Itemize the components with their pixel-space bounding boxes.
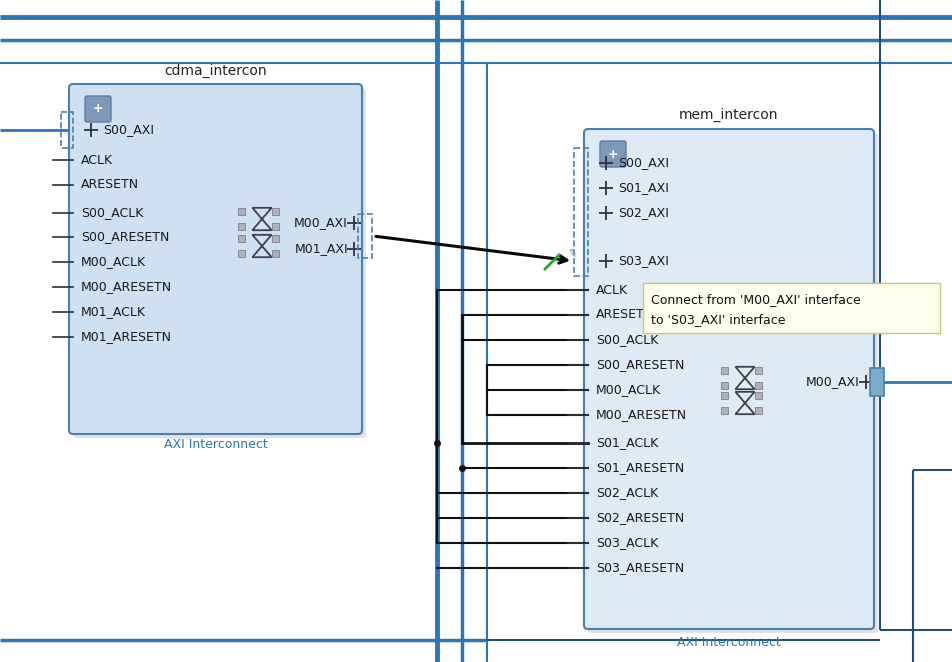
Bar xyxy=(271,235,279,242)
Text: M00_ARESETN: M00_ARESETN xyxy=(595,408,686,422)
Text: S00_ARESETN: S00_ARESETN xyxy=(595,359,684,371)
Text: M01_ARESETN: M01_ARESETN xyxy=(81,330,171,344)
Text: ACLK: ACLK xyxy=(595,283,627,297)
Text: S00_AXI: S00_AXI xyxy=(617,156,668,169)
Bar xyxy=(573,148,587,276)
Text: to 'S03_AXI' interface: to 'S03_AXI' interface xyxy=(650,313,784,326)
Bar xyxy=(271,250,279,258)
Text: S02_AXI: S02_AXI xyxy=(617,207,668,220)
Text: S03_ARESETN: S03_ARESETN xyxy=(595,561,684,575)
Bar xyxy=(754,367,761,373)
FancyBboxPatch shape xyxy=(600,141,625,167)
Text: mem_intercon: mem_intercon xyxy=(679,108,778,122)
Text: ARESETN: ARESETN xyxy=(595,308,653,322)
Bar xyxy=(238,224,245,230)
Text: cdma_intercon: cdma_intercon xyxy=(164,64,267,78)
Bar xyxy=(238,235,245,242)
Bar xyxy=(754,383,761,389)
Bar xyxy=(61,112,73,148)
Bar xyxy=(721,383,727,389)
Bar xyxy=(271,208,279,214)
Text: S00_AXI: S00_AXI xyxy=(103,124,154,136)
Text: AXI Interconnect: AXI Interconnect xyxy=(677,636,780,649)
Text: +: + xyxy=(607,148,618,160)
FancyBboxPatch shape xyxy=(584,129,873,629)
Bar xyxy=(754,408,761,414)
Bar xyxy=(721,408,727,414)
Text: S01_ACLK: S01_ACLK xyxy=(595,436,658,449)
Text: M00_ACLK: M00_ACLK xyxy=(595,383,661,397)
FancyBboxPatch shape xyxy=(69,84,362,434)
Bar xyxy=(238,208,245,214)
Text: M01_AXI: M01_AXI xyxy=(294,242,347,256)
Text: Connect from 'M00_AXI' interface: Connect from 'M00_AXI' interface xyxy=(650,293,860,306)
Bar xyxy=(238,250,245,258)
Text: S01_ARESETN: S01_ARESETN xyxy=(595,461,684,475)
Text: M01_ACLK: M01_ACLK xyxy=(81,305,146,318)
Text: M00_ARESETN: M00_ARESETN xyxy=(81,281,172,293)
Bar xyxy=(754,392,761,399)
Text: AXI Interconnect: AXI Interconnect xyxy=(164,438,268,451)
Text: S00_ACLK: S00_ACLK xyxy=(81,207,143,220)
Text: S02_ACLK: S02_ACLK xyxy=(595,487,658,500)
Bar xyxy=(721,367,727,373)
Text: S01_AXI: S01_AXI xyxy=(617,181,668,195)
FancyBboxPatch shape xyxy=(85,96,110,122)
Text: ACLK: ACLK xyxy=(81,154,113,167)
Text: ARESETN: ARESETN xyxy=(81,179,139,191)
Text: S00_ACLK: S00_ACLK xyxy=(595,334,658,346)
Bar xyxy=(869,368,883,396)
Text: S03_AXI: S03_AXI xyxy=(617,254,668,267)
Text: ✎: ✎ xyxy=(565,248,577,261)
Bar xyxy=(721,392,727,399)
Text: S02_ARESETN: S02_ARESETN xyxy=(595,512,684,524)
Bar xyxy=(643,283,939,333)
Text: M00_AXI: M00_AXI xyxy=(805,375,859,389)
Bar xyxy=(271,224,279,230)
Text: S03_ACLK: S03_ACLK xyxy=(595,536,658,549)
Text: S00_ARESETN: S00_ARESETN xyxy=(81,230,169,244)
Bar xyxy=(358,214,371,258)
Text: +: + xyxy=(92,103,103,115)
FancyBboxPatch shape xyxy=(587,133,877,633)
FancyBboxPatch shape xyxy=(73,88,366,438)
Text: M00_ACLK: M00_ACLK xyxy=(81,256,146,269)
Text: M00_AXI: M00_AXI xyxy=(294,216,347,230)
